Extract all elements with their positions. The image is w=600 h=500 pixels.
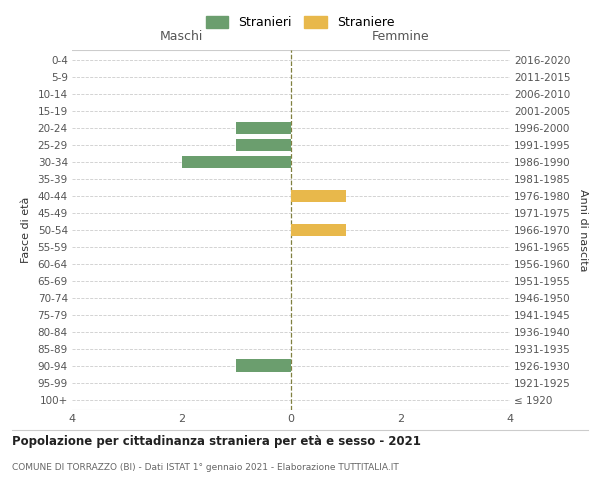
Bar [236,122,291,134]
Text: Maschi: Maschi [160,30,203,43]
Bar [291,190,346,202]
Y-axis label: Anni di nascita: Anni di nascita [578,188,587,271]
Bar [291,224,346,236]
Text: Femmine: Femmine [371,30,430,43]
Bar [236,138,291,151]
Bar [236,360,291,372]
Text: COMUNE DI TORRAZZO (BI) - Dati ISTAT 1° gennaio 2021 - Elaborazione TUTTITALIA.I: COMUNE DI TORRAZZO (BI) - Dati ISTAT 1° … [12,464,399,472]
Legend: Stranieri, Straniere: Stranieri, Straniere [201,11,399,34]
Y-axis label: Fasce di età: Fasce di età [20,197,31,263]
Bar [182,156,291,168]
Text: Popolazione per cittadinanza straniera per età e sesso - 2021: Popolazione per cittadinanza straniera p… [12,434,421,448]
